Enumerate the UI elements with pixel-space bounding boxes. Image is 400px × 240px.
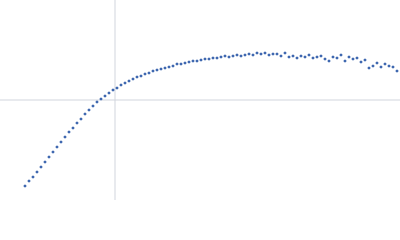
point (223, 54, 227, 58)
point (279, 54, 283, 58)
point (71, 126, 75, 130)
point (299, 54, 303, 58)
point (147, 71, 151, 75)
point (251, 53, 255, 57)
point (271, 52, 275, 56)
point (95, 100, 99, 104)
point (267, 53, 271, 57)
point (211, 56, 215, 60)
point (67, 130, 71, 134)
point (55, 145, 59, 149)
point (363, 58, 367, 62)
point (187, 60, 191, 64)
point (127, 79, 131, 83)
point (179, 62, 183, 66)
point (51, 150, 55, 154)
point (39, 165, 43, 169)
point (203, 57, 207, 61)
point (367, 66, 371, 70)
point (351, 57, 355, 61)
point (219, 55, 223, 59)
point (347, 55, 351, 59)
point (87, 108, 91, 112)
point (171, 64, 175, 68)
point (119, 83, 123, 87)
point (307, 53, 311, 57)
point (335, 56, 339, 60)
point (47, 155, 51, 159)
point (239, 54, 243, 58)
point (107, 91, 111, 95)
point (195, 59, 199, 63)
point (35, 170, 39, 174)
point (207, 57, 211, 61)
point (183, 61, 187, 65)
point (343, 59, 347, 63)
point (247, 52, 251, 56)
point (327, 59, 331, 63)
point (135, 75, 139, 79)
point (79, 117, 83, 121)
point (231, 54, 235, 58)
point (63, 135, 67, 139)
point (27, 179, 31, 183)
point (99, 97, 103, 101)
point (163, 66, 167, 70)
point (339, 53, 343, 57)
point (159, 67, 163, 71)
point (383, 62, 387, 66)
point (275, 52, 279, 56)
page: {"chart_data": {"type": "scatter", "colo… (0, 0, 400, 200)
point (227, 55, 231, 59)
point (303, 55, 307, 59)
point (199, 58, 203, 62)
point (283, 51, 287, 55)
point (315, 55, 319, 59)
point (323, 57, 327, 61)
point (111, 88, 115, 92)
point (375, 61, 379, 65)
chart (0, 0, 400, 200)
point (103, 94, 107, 98)
point (319, 54, 323, 58)
point (371, 64, 375, 68)
point (91, 104, 95, 108)
point (139, 74, 143, 78)
point (143, 72, 147, 76)
point (59, 140, 63, 144)
point (287, 55, 291, 59)
point (31, 175, 35, 179)
point (311, 56, 315, 60)
point (355, 56, 359, 60)
point (395, 69, 399, 73)
point (167, 65, 171, 69)
point (391, 65, 395, 69)
point (215, 56, 219, 60)
point (83, 112, 87, 116)
point (379, 65, 383, 69)
point (155, 68, 159, 72)
point (359, 60, 363, 64)
point (263, 51, 267, 55)
point (131, 77, 135, 81)
point (23, 184, 27, 188)
point (75, 121, 79, 125)
point (191, 59, 195, 63)
point (259, 52, 263, 56)
point (255, 51, 259, 55)
point (243, 53, 247, 57)
point (43, 160, 47, 164)
point (295, 56, 299, 60)
point (151, 69, 155, 73)
point (331, 55, 335, 59)
point (291, 54, 295, 58)
point (175, 62, 179, 66)
point (235, 53, 239, 57)
point (123, 81, 127, 85)
point (387, 64, 391, 68)
point (115, 86, 119, 90)
